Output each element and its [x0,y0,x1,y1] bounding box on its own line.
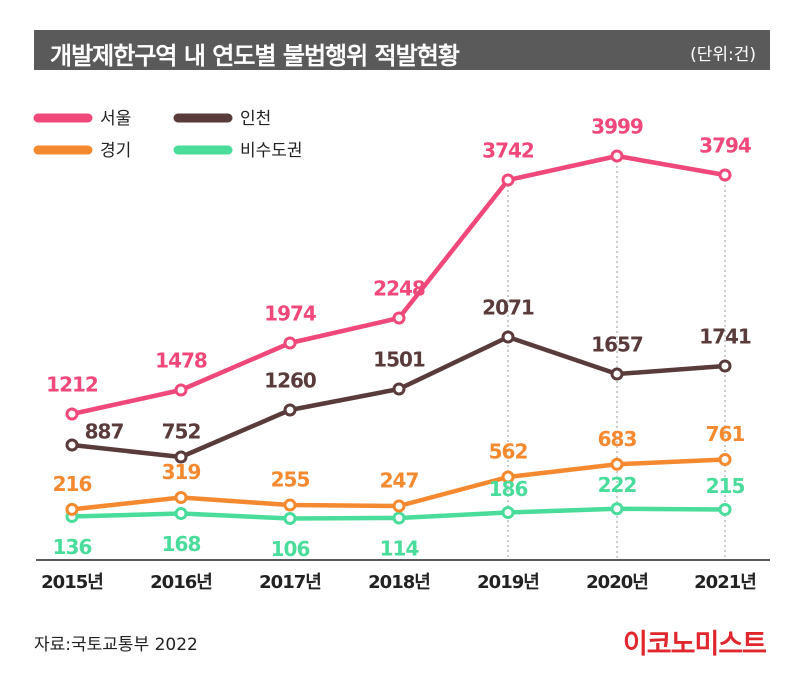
value-label-non-capital-0: 136 [53,535,92,559]
value-label-incheon-2: 1260 [264,369,316,393]
unit-label: (단위:건) [690,45,756,65]
value-label-incheon-4: 2071 [482,296,534,320]
value-label-non-capital-3: 114 [380,536,419,560]
value-label-non-capital-4: 186 [489,477,528,501]
x-tick-label-6: 2021년 [694,572,756,593]
point-gyeonggi-3 [392,499,406,513]
value-labels: 1212 1478 1974 2248 3742 3999 3794 887 752 1260 15… [46,115,752,562]
point-gyeonggi-0 [65,502,79,516]
value-label-gyeonggi-1: 319 [162,460,201,484]
gridlines [507,156,726,560]
point-incheon-4 [501,330,515,344]
point-incheon-5 [610,367,624,381]
value-label-gyeonggi-5: 683 [598,427,637,451]
point-seoul-3 [392,311,406,325]
point-incheon-3 [392,382,406,396]
point-seoul-5 [610,149,624,163]
point-gyeonggi-5 [610,457,624,471]
value-label-incheon-0: 887 [85,420,124,444]
point-seoul-0 [65,407,79,421]
value-label-non-capital-1: 168 [162,532,201,556]
legend-label-seoul: 서울 [100,109,131,129]
point-seoul-4 [501,173,515,187]
legend-label-non-capital: 비수도권 [240,141,303,161]
point-non-capital-3 [392,511,406,525]
value-label-seoul-1: 1478 [155,349,207,373]
value-label-seoul-2: 1974 [264,302,316,326]
publisher-logo: 이코노미스트 [622,629,767,660]
point-non-capital-6 [718,503,732,516]
value-label-gyeonggi-4: 562 [489,440,528,464]
value-label-gyeonggi-2: 255 [271,468,310,492]
point-seoul-6 [718,168,732,182]
point-gyeonggi-1 [174,491,188,504]
value-label-incheon-5: 1657 [591,333,643,357]
legend-label-incheon: 인천 [240,109,271,129]
point-incheon-2 [283,403,297,417]
value-label-non-capital-2: 106 [271,537,310,561]
series-lines [65,149,732,525]
point-gyeonggi-2 [283,498,297,512]
point-seoul-2 [283,336,297,350]
point-incheon-6 [718,359,732,373]
value-label-seoul-0: 1212 [46,373,98,397]
value-label-incheon-6: 1741 [699,325,751,349]
value-label-seoul-5: 3999 [591,115,643,139]
x-tick-label-1: 2016년 [150,572,212,593]
value-label-incheon-1: 752 [162,420,201,444]
point-gyeonggi-4 [501,470,515,484]
x-tick-label-5: 2020년 [586,572,648,593]
point-incheon-0 [65,438,79,452]
title-bar: 개발제한구역 내 연도별 불법행위 적발현황 (단위:건) [34,30,770,70]
point-gyeonggi-6 [718,453,732,466]
value-label-non-capital-5: 222 [598,473,637,497]
x-tick-label-4: 2019년 [477,572,539,593]
source-note: 자료:국토교통부 2022 [34,635,198,655]
value-label-seoul-6: 3794 [699,134,751,158]
value-label-gyeonggi-3: 247 [380,469,419,493]
point-non-capital-1 [174,507,188,520]
x-tick-label-2: 2017년 [259,572,321,593]
value-label-seoul-4: 3742 [482,139,534,163]
legend-label-gyeonggi: 경기 [100,141,131,161]
point-non-capital-5 [610,502,624,516]
x-tick-label-0: 2015년 [41,572,103,593]
value-label-gyeonggi-0: 216 [53,472,92,496]
x-tick-label-3: 2018년 [368,572,430,593]
value-label-non-capital-6: 215 [706,474,745,498]
point-non-capital-2 [283,512,297,525]
point-seoul-1 [174,383,188,397]
value-label-gyeonggi-6: 761 [706,422,745,446]
x-tick-labels: 2015년 2016년 2017년 2018년 2019년 2020년 2021년 [41,572,757,593]
point-incheon-1 [174,450,188,464]
chart-title: 개발제한구역 내 연도별 불법행위 적발현황 [50,42,460,70]
point-non-capital-4 [501,506,515,519]
value-label-seoul-3: 2248 [373,277,425,301]
value-label-incheon-3: 1501 [373,348,425,372]
